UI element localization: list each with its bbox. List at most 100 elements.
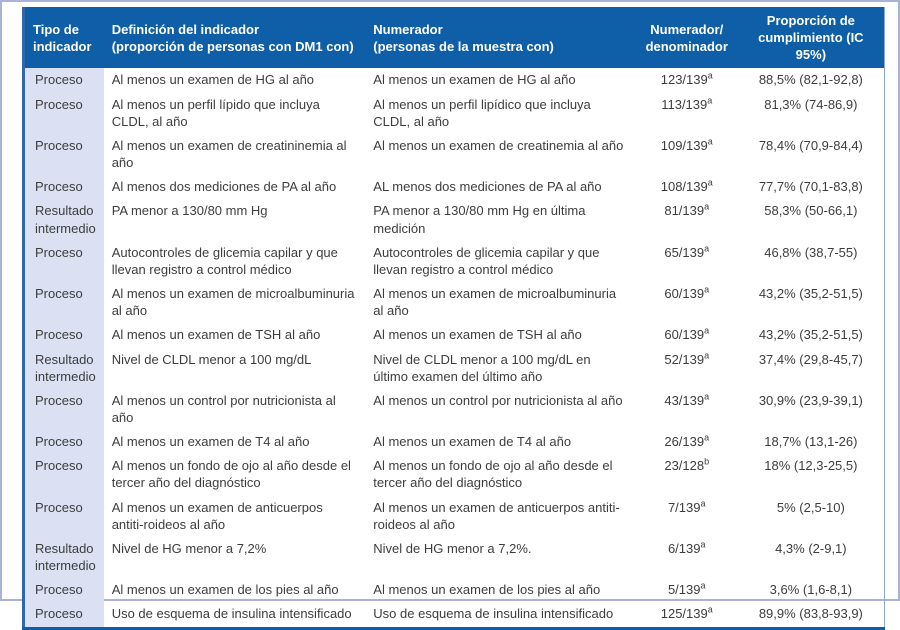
cell-numerador: Uso de esquema de insulina intensificado <box>373 606 614 622</box>
ratio-value: 108/139 <box>660 179 708 195</box>
cell-numerador: Al menos un examen de HG al año <box>373 72 576 88</box>
cell-proporcion: 58,3% (50-66,1) <box>764 203 858 219</box>
cell-numerador-denominador: 5/139a <box>636 578 738 602</box>
ratio-value: 6/139 <box>667 540 701 556</box>
cell-numerador: AL menos dos mediciones de PA al año <box>373 179 602 195</box>
cell-proporcion: 88,5% (82,1-92,8) <box>758 72 863 88</box>
ratio-footnote-marker: a <box>704 326 710 337</box>
cell-tipo-indicador: Proceso <box>23 175 104 200</box>
cell-proporcion: 81,3% (74-86,9) <box>764 96 858 112</box>
cell-definicion: Al menos un examen de TSH al año <box>111 327 321 343</box>
ratio-footnote-marker: a <box>700 498 706 509</box>
cell-tipo-indicador: Proceso <box>23 92 104 134</box>
ratio-footnote-marker: a <box>700 580 706 591</box>
table-header: Tipo de indicador Definición del indicad… <box>23 7 885 69</box>
table-row: Proceso Al menos un perfil lípido que in… <box>23 92 885 134</box>
cell-numerador: Nivel de HG menor a 7,2%. <box>373 540 532 556</box>
table-row: Proceso Autocontroles de glicemia capila… <box>23 240 885 283</box>
table-row: Proceso Al menos un fondo de ojo al año … <box>23 454 885 496</box>
cell-tipo-indicador: Proceso <box>23 388 104 431</box>
ratio-value: 109/139 <box>660 137 708 153</box>
column-header-definicion: Definición del indicador (proporción de … <box>103 7 366 69</box>
cell-proporcion: 46,8% (38,7-55) <box>764 244 858 260</box>
cell-numerador: Autocontroles de glicemia capilar y que … <box>373 244 600 277</box>
cell-numerador-denominador: 113/139a <box>636 93 738 134</box>
ratio-value: 65/139 <box>664 244 705 260</box>
cell-tipo-indicador: Resultado intermedio <box>23 347 104 389</box>
table-row: Proceso Al menos un examen de microalbum… <box>23 282 885 324</box>
cell-numerador: Al menos un examen de anticuerpos antiti… <box>373 499 620 532</box>
cell-definicion: Al menos un examen de los pies al año <box>111 582 339 598</box>
column-header-numerador: Numerador (personas de la muestra con) <box>365 7 636 69</box>
cell-tipo-indicador: Resultado intermedio <box>23 199 104 241</box>
cell-numerador: Al menos un examen de los pies al año <box>373 582 601 598</box>
ratio-value: 60/139 <box>664 286 705 302</box>
cell-numerador-denominador: 52/139a <box>636 348 738 389</box>
cell-numerador-denominador: 123/139a <box>636 68 738 92</box>
cell-tipo-indicador: Proceso <box>23 495 104 537</box>
cell-proporcion: 78,4% (70,9-84,4) <box>758 137 863 153</box>
ratio-value: 52/139 <box>664 351 705 367</box>
cell-numerador: Nivel de CLDL menor a 100 mg/dL en últim… <box>373 351 591 384</box>
cell-proporcion: 89,9% (83,8-93,9) <box>758 606 863 622</box>
ratio-value: 123/139 <box>660 72 708 88</box>
ratio-footnote-marker: a <box>704 284 710 295</box>
ratio-footnote-marker: a <box>704 432 710 443</box>
ratio-value: 5/139 <box>667 582 701 598</box>
cell-proporcion: 18,7% (13,1-26) <box>764 434 858 450</box>
cell-numerador-denominador: 65/139a <box>636 241 738 282</box>
cell-tipo-indicador: Proceso <box>23 282 104 324</box>
ratio-value: 81/139 <box>664 203 705 219</box>
ratio-footnote-marker: a <box>707 136 713 147</box>
cell-numerador-denominador: 109/139a <box>636 134 738 175</box>
ratio-value: 26/139 <box>664 434 705 450</box>
cell-numerador-denominador: 23/128b <box>636 454 738 495</box>
table-row: Proceso Al menos dos mediciones de PA al… <box>23 175 885 200</box>
ratio-value: 43/139 <box>664 392 705 408</box>
cell-definicion: Al menos dos mediciones de PA al año <box>111 179 337 195</box>
cell-definicion: Al menos un examen de HG al año <box>111 72 315 88</box>
ratio-footnote-marker: a <box>707 95 713 106</box>
cell-proporcion: 3,6% (1,6-8,1) <box>769 582 853 598</box>
ratio-footnote-marker: a <box>700 539 706 550</box>
cell-definicion: Al menos un examen de creatininemia al a… <box>111 137 347 171</box>
cell-tipo-indicador: Proceso <box>23 240 104 283</box>
table-row: Proceso Al menos un examen de HG al año … <box>23 68 885 93</box>
table-row: Proceso Al menos un examen de T4 al año … <box>23 430 885 455</box>
cell-tipo-indicador: Proceso <box>23 578 104 603</box>
cell-proporcion: 37,4% (29,8-45,7) <box>758 351 863 367</box>
cell-numerador: Al menos un fondo de ojo al año desde el… <box>373 458 613 491</box>
cell-numerador-denominador: 60/139a <box>636 323 738 347</box>
cell-proporcion: 43,2% (35,2-51,5) <box>758 327 863 343</box>
ratio-footnote-marker: a <box>707 605 713 616</box>
cell-proporcion: 4,3% (2-9,1) <box>775 540 847 556</box>
cell-definicion: Uso de esquema de insulina intensificado <box>111 606 352 622</box>
cell-definicion: Al menos un examen de anticuerpos antiti… <box>111 499 323 532</box>
cell-definicion: Autocontroles de glicemia capilar y que … <box>111 244 338 277</box>
cell-numerador-denominador: 26/139a <box>636 430 738 454</box>
table-row: Resultado intermedio PA menor a 130/80 m… <box>23 199 885 241</box>
cell-numerador: Al menos un examen de microalbuminuria a… <box>373 286 617 319</box>
cell-proporcion: 30,9% (23,9-39,1) <box>758 392 863 408</box>
cell-definicion: Al menos un examen de T4 al año <box>111 434 310 450</box>
table-body: Proceso Al menos un examen de HG al año … <box>23 68 885 629</box>
cell-numerador-denominador: 81/139a <box>636 199 738 240</box>
table-row: Proceso Al menos un examen de los pies a… <box>23 578 885 603</box>
column-header-numerador-denominador: Numerador/ denominador <box>635 7 738 69</box>
cell-proporcion: 18% (12,3-25,5) <box>764 458 858 474</box>
ratio-footnote-marker: a <box>707 177 713 188</box>
cell-tipo-indicador: Proceso <box>23 430 104 455</box>
ratio-footnote-marker: a <box>704 243 710 254</box>
table-row: Resultado intermedio Nivel de CLDL menor… <box>23 347 885 389</box>
ratio-value: 60/139 <box>664 327 705 343</box>
cell-numerador: Al menos un perfil lipídico que incluya … <box>373 96 591 129</box>
ratio-value: 23/128 <box>664 458 705 474</box>
cell-definicion: Al menos un examen de microalbuminuria a… <box>111 286 355 319</box>
cell-proporcion: 43,2% (35,2-51,5) <box>758 286 863 302</box>
cell-tipo-indicador: Proceso <box>23 133 104 176</box>
table-row: Proceso Al menos un examen de TSH al año… <box>23 323 885 348</box>
cell-numerador: Al menos un examen de TSH al año <box>373 327 582 343</box>
ratio-footnote-marker: a <box>704 391 710 402</box>
cell-numerador: Al menos un examen de T4 al año <box>373 434 572 450</box>
